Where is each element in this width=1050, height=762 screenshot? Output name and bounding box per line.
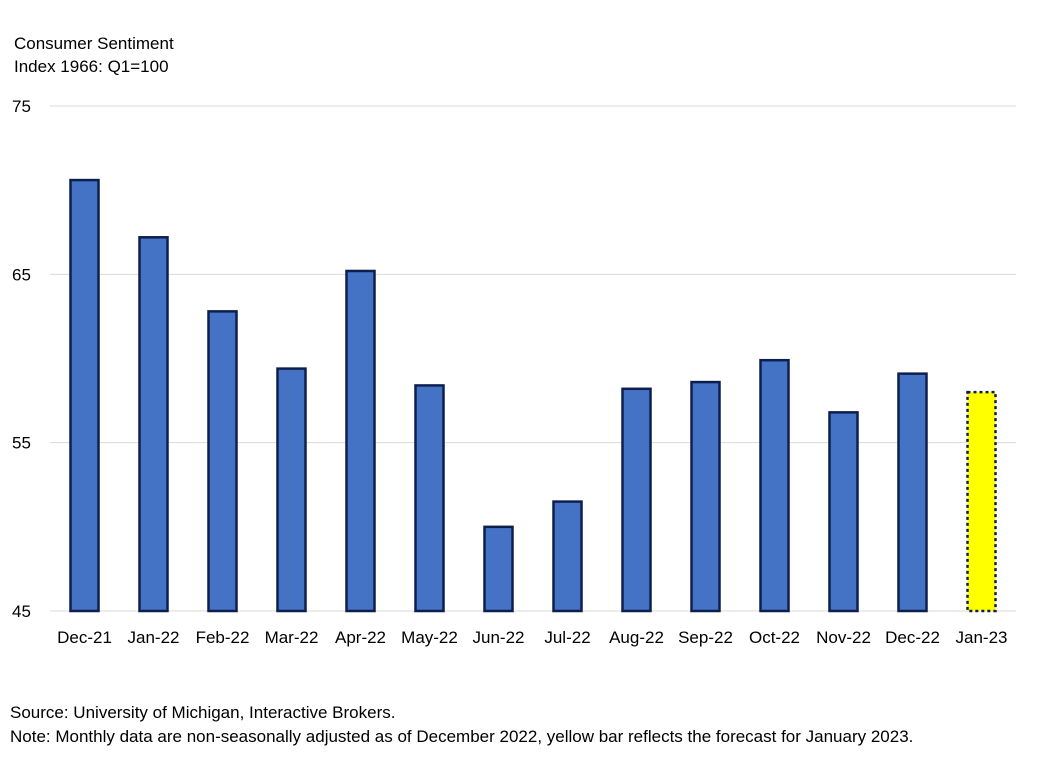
x-tick-label: Apr-22 (335, 628, 386, 647)
bar (690, 380, 721, 613)
methodology-note: Note: Monthly data are non-seasonally ad… (10, 727, 914, 746)
forecast-bar (966, 390, 997, 613)
bar (207, 310, 238, 613)
x-tick-label: Dec-21 (57, 628, 112, 647)
gridlines (50, 105, 1016, 612)
source-note: Source: University of Michigan, Interact… (10, 703, 396, 722)
x-tick-label: Aug-22 (609, 628, 664, 647)
bar (483, 525, 514, 613)
chart-footer: Source: University of Michigan, Interact… (10, 701, 913, 749)
bar (621, 387, 652, 613)
y-axis-ticks: 45 55 65 75 (12, 97, 31, 621)
x-tick-label: Oct-22 (749, 628, 800, 647)
y-axis-title: Consumer Sentiment Index 1966: Q1=100 (14, 32, 174, 78)
bar (897, 372, 928, 613)
bar (759, 358, 790, 613)
bar (828, 411, 859, 613)
y-axis-title-line1: Consumer Sentiment (14, 34, 174, 53)
bar (276, 367, 307, 613)
x-tick-label: Mar-22 (265, 628, 319, 647)
bar (69, 178, 100, 613)
y-tick-label: 75 (12, 97, 31, 116)
bar (552, 500, 583, 613)
bar-chart: 45 55 65 75 Dec-21 Jan-22 Feb-22 Mar-22 Apr-22 M… (12, 97, 1016, 647)
x-axis-ticks: Dec-21 Jan-22 Feb-22 Mar-22 Apr-22 May-22 Jun-… (57, 628, 1007, 647)
y-tick-label: 65 (12, 265, 31, 284)
x-tick-label: Jul-22 (544, 628, 590, 647)
x-tick-label: Jun-22 (473, 628, 525, 647)
x-tick-label: Jan-22 (128, 628, 180, 647)
x-tick-label: Nov-22 (816, 628, 871, 647)
y-axis-title-line2: Index 1966: Q1=100 (14, 57, 169, 76)
y-tick-label: 55 (12, 434, 31, 453)
bar (138, 236, 169, 613)
x-tick-label: Feb-22 (196, 628, 250, 647)
bar (345, 269, 376, 613)
bars (69, 178, 997, 613)
x-tick-label: Sep-22 (678, 628, 733, 647)
y-tick-label: 45 (12, 602, 31, 621)
bar (414, 384, 445, 613)
x-tick-label: Jan-23 (956, 628, 1008, 647)
x-tick-label: May-22 (401, 628, 458, 647)
x-tick-label: Dec-22 (885, 628, 940, 647)
